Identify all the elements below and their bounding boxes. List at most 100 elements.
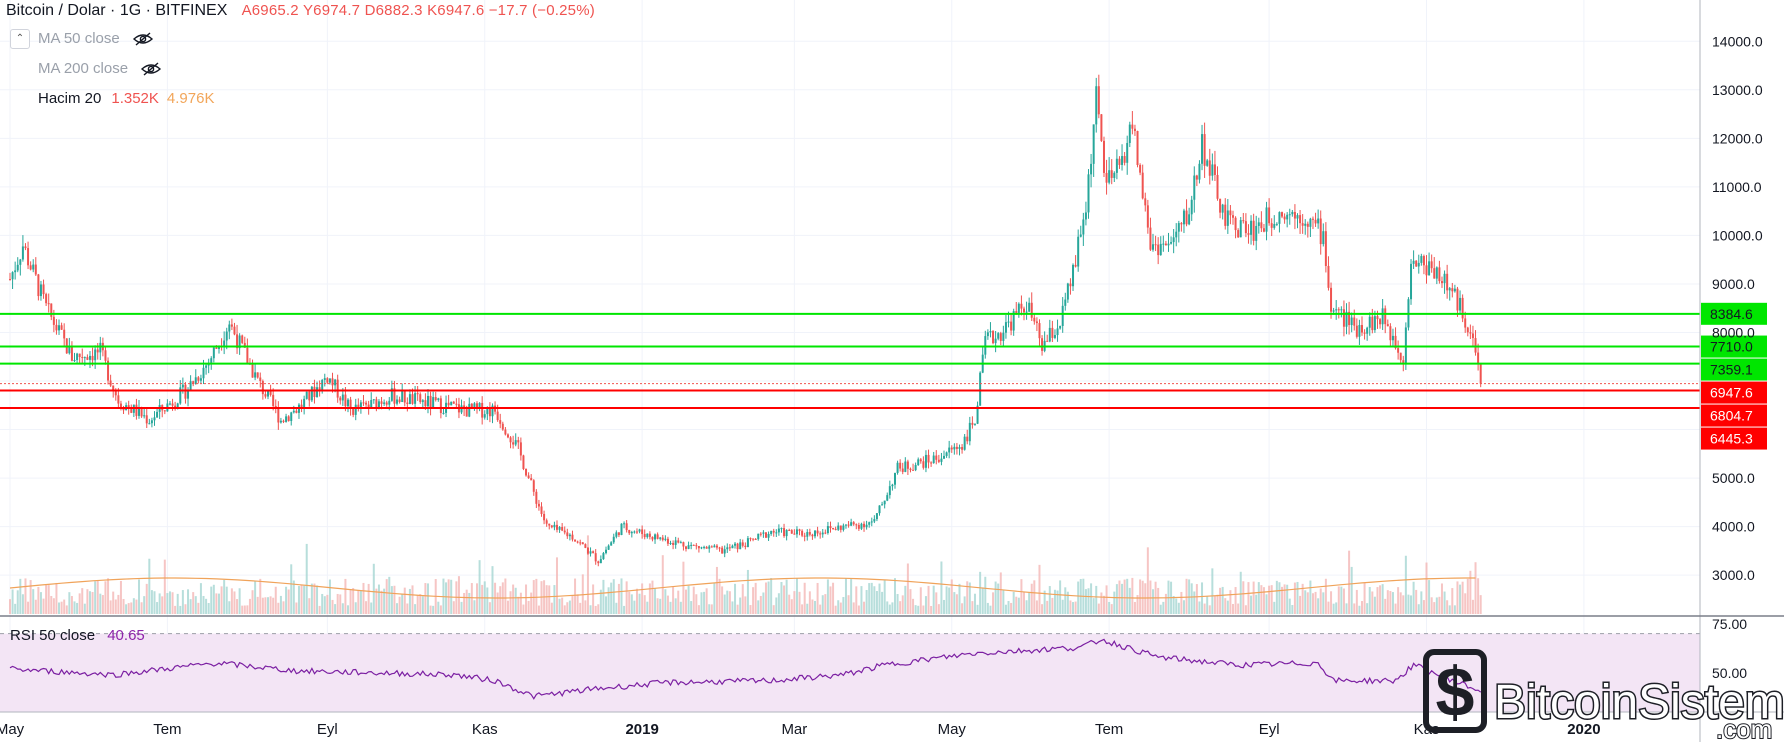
volume-bar [1128, 587, 1131, 614]
candle-body [16, 264, 19, 271]
candle-body [1319, 218, 1322, 245]
candle-body [571, 534, 574, 540]
price-tick-label: 5000.0 [1712, 470, 1755, 486]
volume-bar [251, 590, 254, 614]
volume-bar [238, 588, 241, 614]
candle-body [114, 389, 117, 396]
candle-body [488, 408, 491, 417]
candle-body [790, 530, 793, 534]
volume-ma-line [9, 577, 1476, 599]
candle-body [1172, 237, 1175, 243]
candle-body [517, 440, 520, 443]
candle-body [339, 397, 342, 401]
volume-bar [1206, 596, 1209, 614]
volume-bar [881, 591, 884, 614]
horizontal-levels: 8384.6 7710.0 7359.1 6947.6 6804.7 6445.3 [0, 302, 1767, 450]
volume-bar [1286, 584, 1289, 614]
candle-body [540, 506, 543, 514]
volume-bar [1443, 591, 1446, 614]
candle-body [1090, 163, 1093, 175]
volume-bar [953, 592, 956, 614]
volume-bar [759, 595, 762, 614]
candle-body [1224, 204, 1227, 226]
candle-body [1203, 134, 1206, 166]
volume-bar [1270, 585, 1273, 614]
volume-bar [223, 579, 226, 614]
volume-bar [772, 605, 775, 614]
candle-body [468, 403, 471, 417]
volume-bar [1216, 594, 1219, 614]
candle-body [318, 387, 321, 392]
collapse-chevron-icon[interactable]: ⌃ [10, 28, 30, 49]
candle-body [1461, 297, 1464, 319]
volume-bar [470, 583, 473, 614]
volume-bar [654, 587, 657, 614]
volume-bar [1056, 590, 1059, 614]
volume-bar [184, 604, 187, 614]
volume-bar [1415, 589, 1418, 614]
volume-bar [669, 601, 672, 614]
volume-bar [1317, 598, 1320, 614]
indicator-volume[interactable]: Hacim 20 1.352K 4.976K [10, 90, 214, 107]
volume-bar [1479, 595, 1482, 614]
level-badge [1701, 404, 1767, 427]
candle-body [1206, 160, 1209, 166]
candle-body [1033, 317, 1036, 322]
volume-bar [927, 585, 930, 614]
candle-body [401, 391, 404, 402]
volume-bar [659, 598, 662, 614]
volume-bar [1115, 584, 1118, 614]
volume-bar [150, 590, 153, 614]
candle-body [1108, 170, 1111, 183]
volume-bar [940, 561, 943, 614]
candle-body [811, 534, 814, 537]
candle-body [1299, 215, 1302, 224]
candle-body [984, 336, 987, 355]
candle-body [168, 403, 171, 405]
volume-bar [764, 582, 767, 614]
candle-body [419, 394, 422, 403]
volume-bar [52, 598, 55, 614]
candle-body [1255, 225, 1258, 241]
candle-body [955, 446, 958, 449]
volume-bar [723, 594, 726, 614]
candle-body [225, 331, 228, 341]
volume-bar [519, 592, 522, 614]
volume-bar [566, 602, 569, 614]
candle-body [1469, 332, 1472, 334]
indicator-ma50[interactable]: ⌃ MA 50 close [10, 28, 154, 49]
volume-bar [246, 605, 249, 614]
rsi-legend[interactable]: RSI 50 close 40.65 [10, 627, 145, 644]
volume-bar [328, 579, 331, 614]
candle-body [801, 530, 804, 536]
candle-body [1193, 175, 1196, 200]
candle-body [525, 468, 528, 476]
volume-bar [292, 580, 295, 614]
candle-body [1368, 316, 1371, 328]
eye-hidden-icon[interactable] [140, 61, 162, 77]
volume-bar [1410, 595, 1413, 614]
candle-body [491, 405, 494, 417]
candle-body [1004, 322, 1007, 333]
volume-bar [243, 605, 246, 614]
volume-bar [749, 605, 752, 614]
candle-body [896, 462, 899, 473]
bitcoin-logo-icon: $ [1423, 649, 1487, 733]
volume-bar [811, 599, 814, 614]
candle-body [19, 259, 22, 265]
volume-bar [1224, 598, 1227, 614]
eye-hidden-icon[interactable] [132, 31, 154, 47]
volume-bar [525, 584, 528, 614]
volume-bar [403, 587, 406, 614]
volume-bar [83, 603, 86, 614]
candle-body [76, 353, 79, 361]
candle-body [943, 455, 946, 459]
candle-body [215, 347, 218, 349]
candle-body [1283, 216, 1286, 220]
candle-body [60, 325, 63, 330]
volume-bar [695, 594, 698, 614]
indicator-ma200[interactable]: MA 200 close [10, 60, 162, 77]
volume-bar [1015, 596, 1018, 614]
volume-bar [1296, 581, 1299, 614]
